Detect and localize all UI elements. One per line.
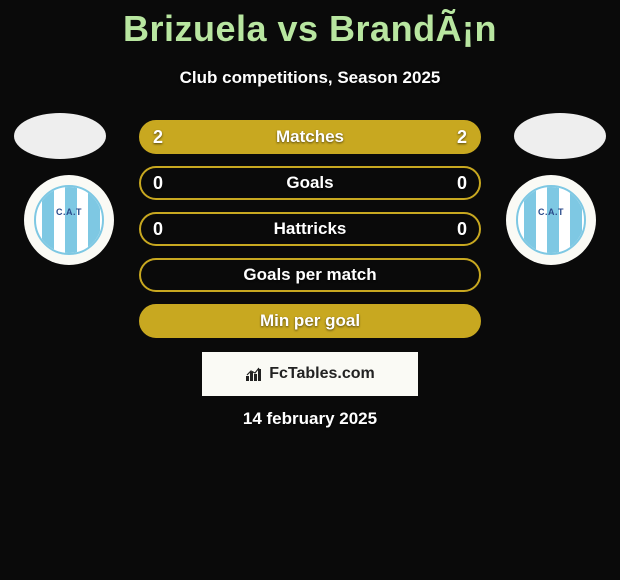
page-subtitle: Club competitions, Season 2025 xyxy=(0,68,620,88)
player-left-avatar xyxy=(14,113,106,159)
stat-label: Matches xyxy=(189,127,431,147)
stat-row-goals: 0 Goals 0 xyxy=(139,166,481,200)
stat-label: Hattricks xyxy=(189,219,431,239)
club-badge-initials: C.A.T xyxy=(518,207,584,217)
brand-name: FcTables.com xyxy=(269,365,375,383)
infographic-date: 14 february 2025 xyxy=(0,409,620,429)
stat-row-hattricks: 0 Hattricks 0 xyxy=(139,212,481,246)
stat-row-min-per-goal: Min per goal xyxy=(139,304,481,338)
stat-value-left: 0 xyxy=(153,219,189,240)
stat-label: Goals xyxy=(189,173,431,193)
bar-chart-icon xyxy=(245,366,263,382)
stats-table: 2 Matches 2 0 Goals 0 0 Hattricks 0 Goal… xyxy=(139,120,481,350)
page-title: Brizuela vs BrandÃ¡n xyxy=(0,0,620,50)
stat-value-right: 0 xyxy=(431,219,467,240)
stat-value-right: 2 xyxy=(431,127,467,148)
club-badge-initials: C.A.T xyxy=(36,207,102,217)
stat-value-right: 0 xyxy=(431,173,467,194)
stat-value-left: 2 xyxy=(153,127,189,148)
stat-value-left: 0 xyxy=(153,173,189,194)
player-right-avatar xyxy=(514,113,606,159)
player-right-club-badge: C.A.T xyxy=(506,175,596,265)
stat-row-matches: 2 Matches 2 xyxy=(139,120,481,154)
player-left-club-badge: C.A.T xyxy=(24,175,114,265)
stat-label: Min per goal xyxy=(189,311,431,331)
brand-watermark: FcTables.com xyxy=(202,352,418,396)
stat-label: Goals per match xyxy=(189,265,431,285)
stat-row-goals-per-match: Goals per match xyxy=(139,258,481,292)
